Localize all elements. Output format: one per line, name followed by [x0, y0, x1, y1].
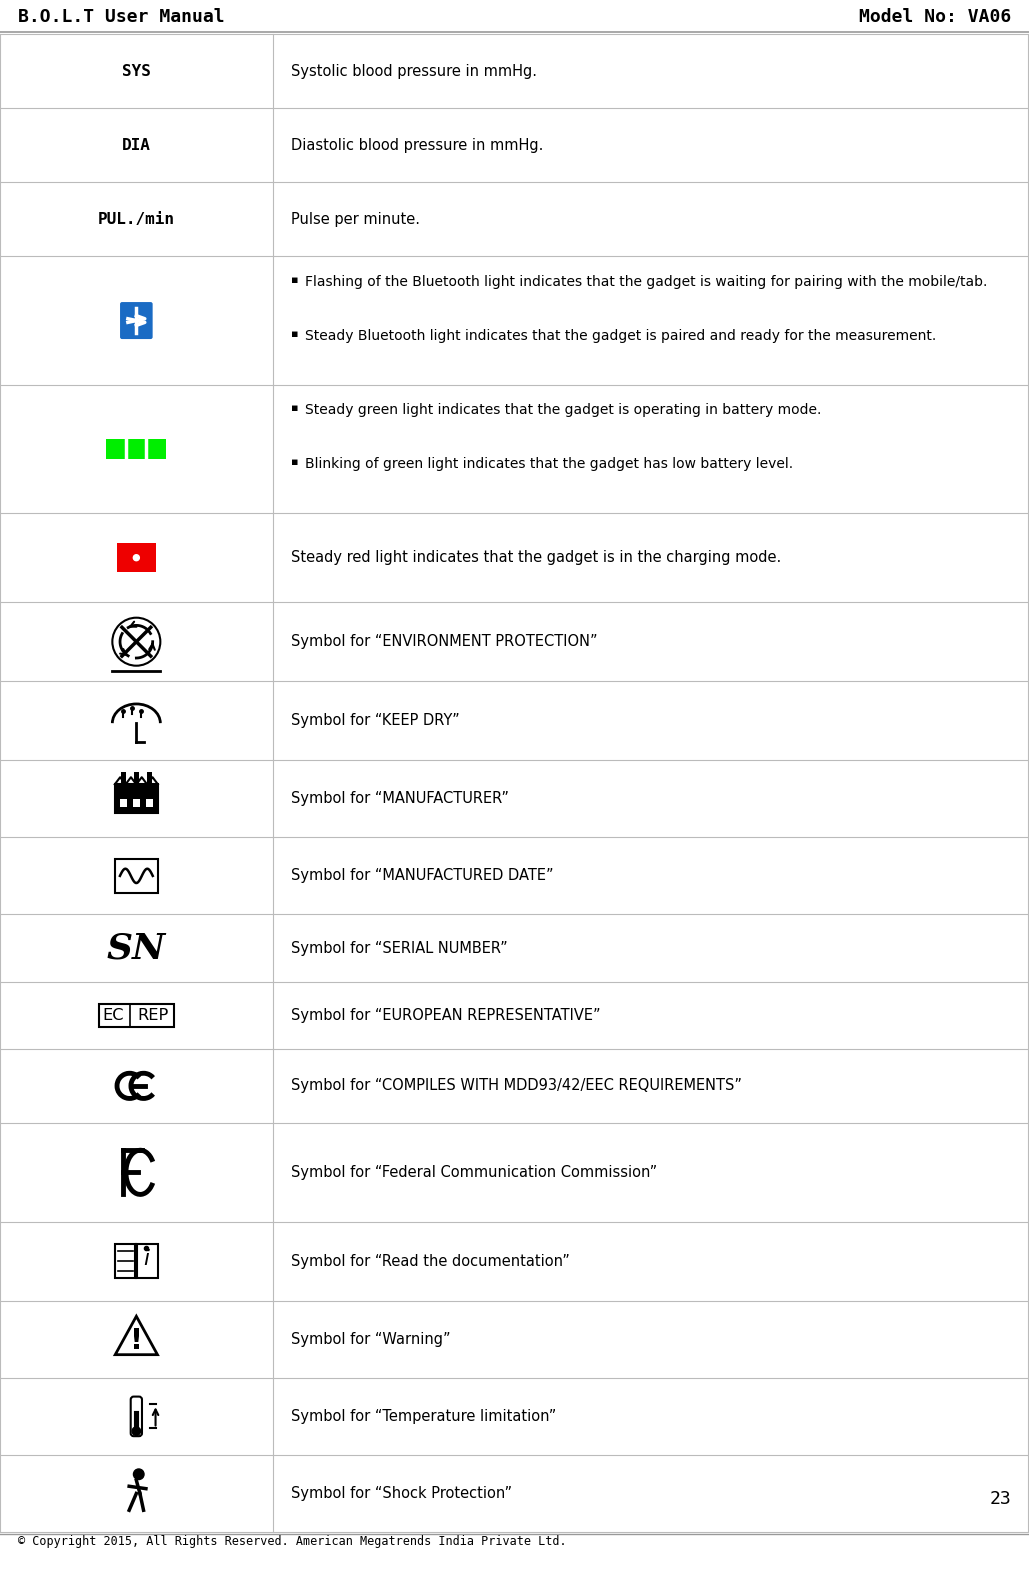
Text: PUL./min: PUL./min [98, 212, 175, 226]
Bar [99, 1003, 174, 1027]
Text: Symbol for “KEEP DRY”: Symbol for “KEEP DRY” [290, 714, 459, 728]
Text: Steady red light indicates that the gadget is in the charging mode.: Steady red light indicates that the gadg… [290, 550, 781, 566]
Text: Steady green light indicates that the gadget is operating in battery mode.: Steady green light indicates that the ga… [305, 402, 821, 417]
Bar [137, 1245, 157, 1278]
Text: Diastolic blood pressure in mmHg.: Diastolic blood pressure in mmHg. [290, 138, 543, 152]
Text: Symbol for “EUROPEAN REPRESENTATIVE”: Symbol for “EUROPEAN REPRESENTATIVE” [290, 1008, 600, 1023]
Bar [133, 799, 140, 808]
Circle shape [132, 1427, 141, 1435]
Text: Systolic blood pressure in mmHg.: Systolic blood pressure in mmHg. [290, 63, 537, 79]
Bar [115, 858, 157, 893]
FancyBboxPatch shape [120, 302, 152, 340]
Text: Symbol for “Warning”: Symbol for “Warning” [290, 1331, 451, 1347]
FancyBboxPatch shape [131, 1396, 142, 1437]
Text: Symbol for “Temperature limitation”: Symbol for “Temperature limitation” [290, 1409, 556, 1424]
Text: SYS: SYS [121, 63, 151, 79]
Text: Symbol for “MANUFACTURED DATE”: Symbol for “MANUFACTURED DATE” [290, 868, 554, 883]
Text: Symbol for “SERIAL NUMBER”: Symbol for “SERIAL NUMBER” [290, 940, 507, 956]
Text: SN: SN [107, 931, 166, 965]
Bar [117, 544, 155, 572]
Text: ▪: ▪ [290, 402, 298, 413]
Text: Blinking of green light indicates that the gadget has low battery level.: Blinking of green light indicates that t… [305, 457, 792, 472]
Bar [119, 799, 127, 808]
Text: i: i [143, 1248, 149, 1269]
Text: ▪: ▪ [290, 457, 298, 467]
Text: Pulse per minute.: Pulse per minute. [290, 212, 420, 226]
Text: Symbol for “COMPILES WITH MDD93/42/EEC REQUIREMENTS”: Symbol for “COMPILES WITH MDD93/42/EEC R… [290, 1078, 742, 1094]
Bar [134, 772, 139, 786]
Bar [115, 784, 157, 813]
Text: Symbol for “ENVIRONMENT PROTECTION”: Symbol for “ENVIRONMENT PROTECTION” [290, 634, 597, 649]
Text: REP: REP [137, 1008, 169, 1023]
Bar [147, 772, 152, 786]
Text: Symbol for “Shock Protection”: Symbol for “Shock Protection” [290, 1486, 511, 1501]
Text: Symbol for “Federal Communication Commission”: Symbol for “Federal Communication Commis… [290, 1165, 657, 1181]
Text: Steady Bluetooth light indicates that the gadget is paired and ready for the mea: Steady Bluetooth light indicates that th… [305, 329, 936, 343]
Text: DIA: DIA [121, 138, 151, 152]
Text: B.O.L.T User Manual: B.O.L.T User Manual [17, 8, 224, 27]
Text: ▪: ▪ [290, 275, 298, 285]
Text: !: ! [130, 1327, 143, 1355]
Text: Model No: VA06: Model No: VA06 [859, 8, 1012, 27]
Bar [106, 439, 167, 459]
Bar [120, 772, 126, 786]
Text: © Copyright 2015, All Rights Reserved. American Megatrends India Private Ltd.: © Copyright 2015, All Rights Reserved. A… [17, 1534, 567, 1548]
Bar [115, 1245, 136, 1278]
Text: ▪: ▪ [290, 329, 298, 338]
Text: Symbol for “MANUFACTURER”: Symbol for “MANUFACTURER” [290, 791, 508, 806]
Circle shape [134, 555, 139, 561]
Text: 23: 23 [989, 1490, 1012, 1508]
Text: Flashing of the Bluetooth light indicates that the gadget is waiting for pairing: Flashing of the Bluetooth light indicate… [305, 275, 987, 289]
Bar [146, 799, 153, 808]
Text: EC: EC [103, 1008, 125, 1023]
Circle shape [134, 1468, 144, 1479]
Text: Symbol for “Read the documentation”: Symbol for “Read the documentation” [290, 1254, 570, 1269]
